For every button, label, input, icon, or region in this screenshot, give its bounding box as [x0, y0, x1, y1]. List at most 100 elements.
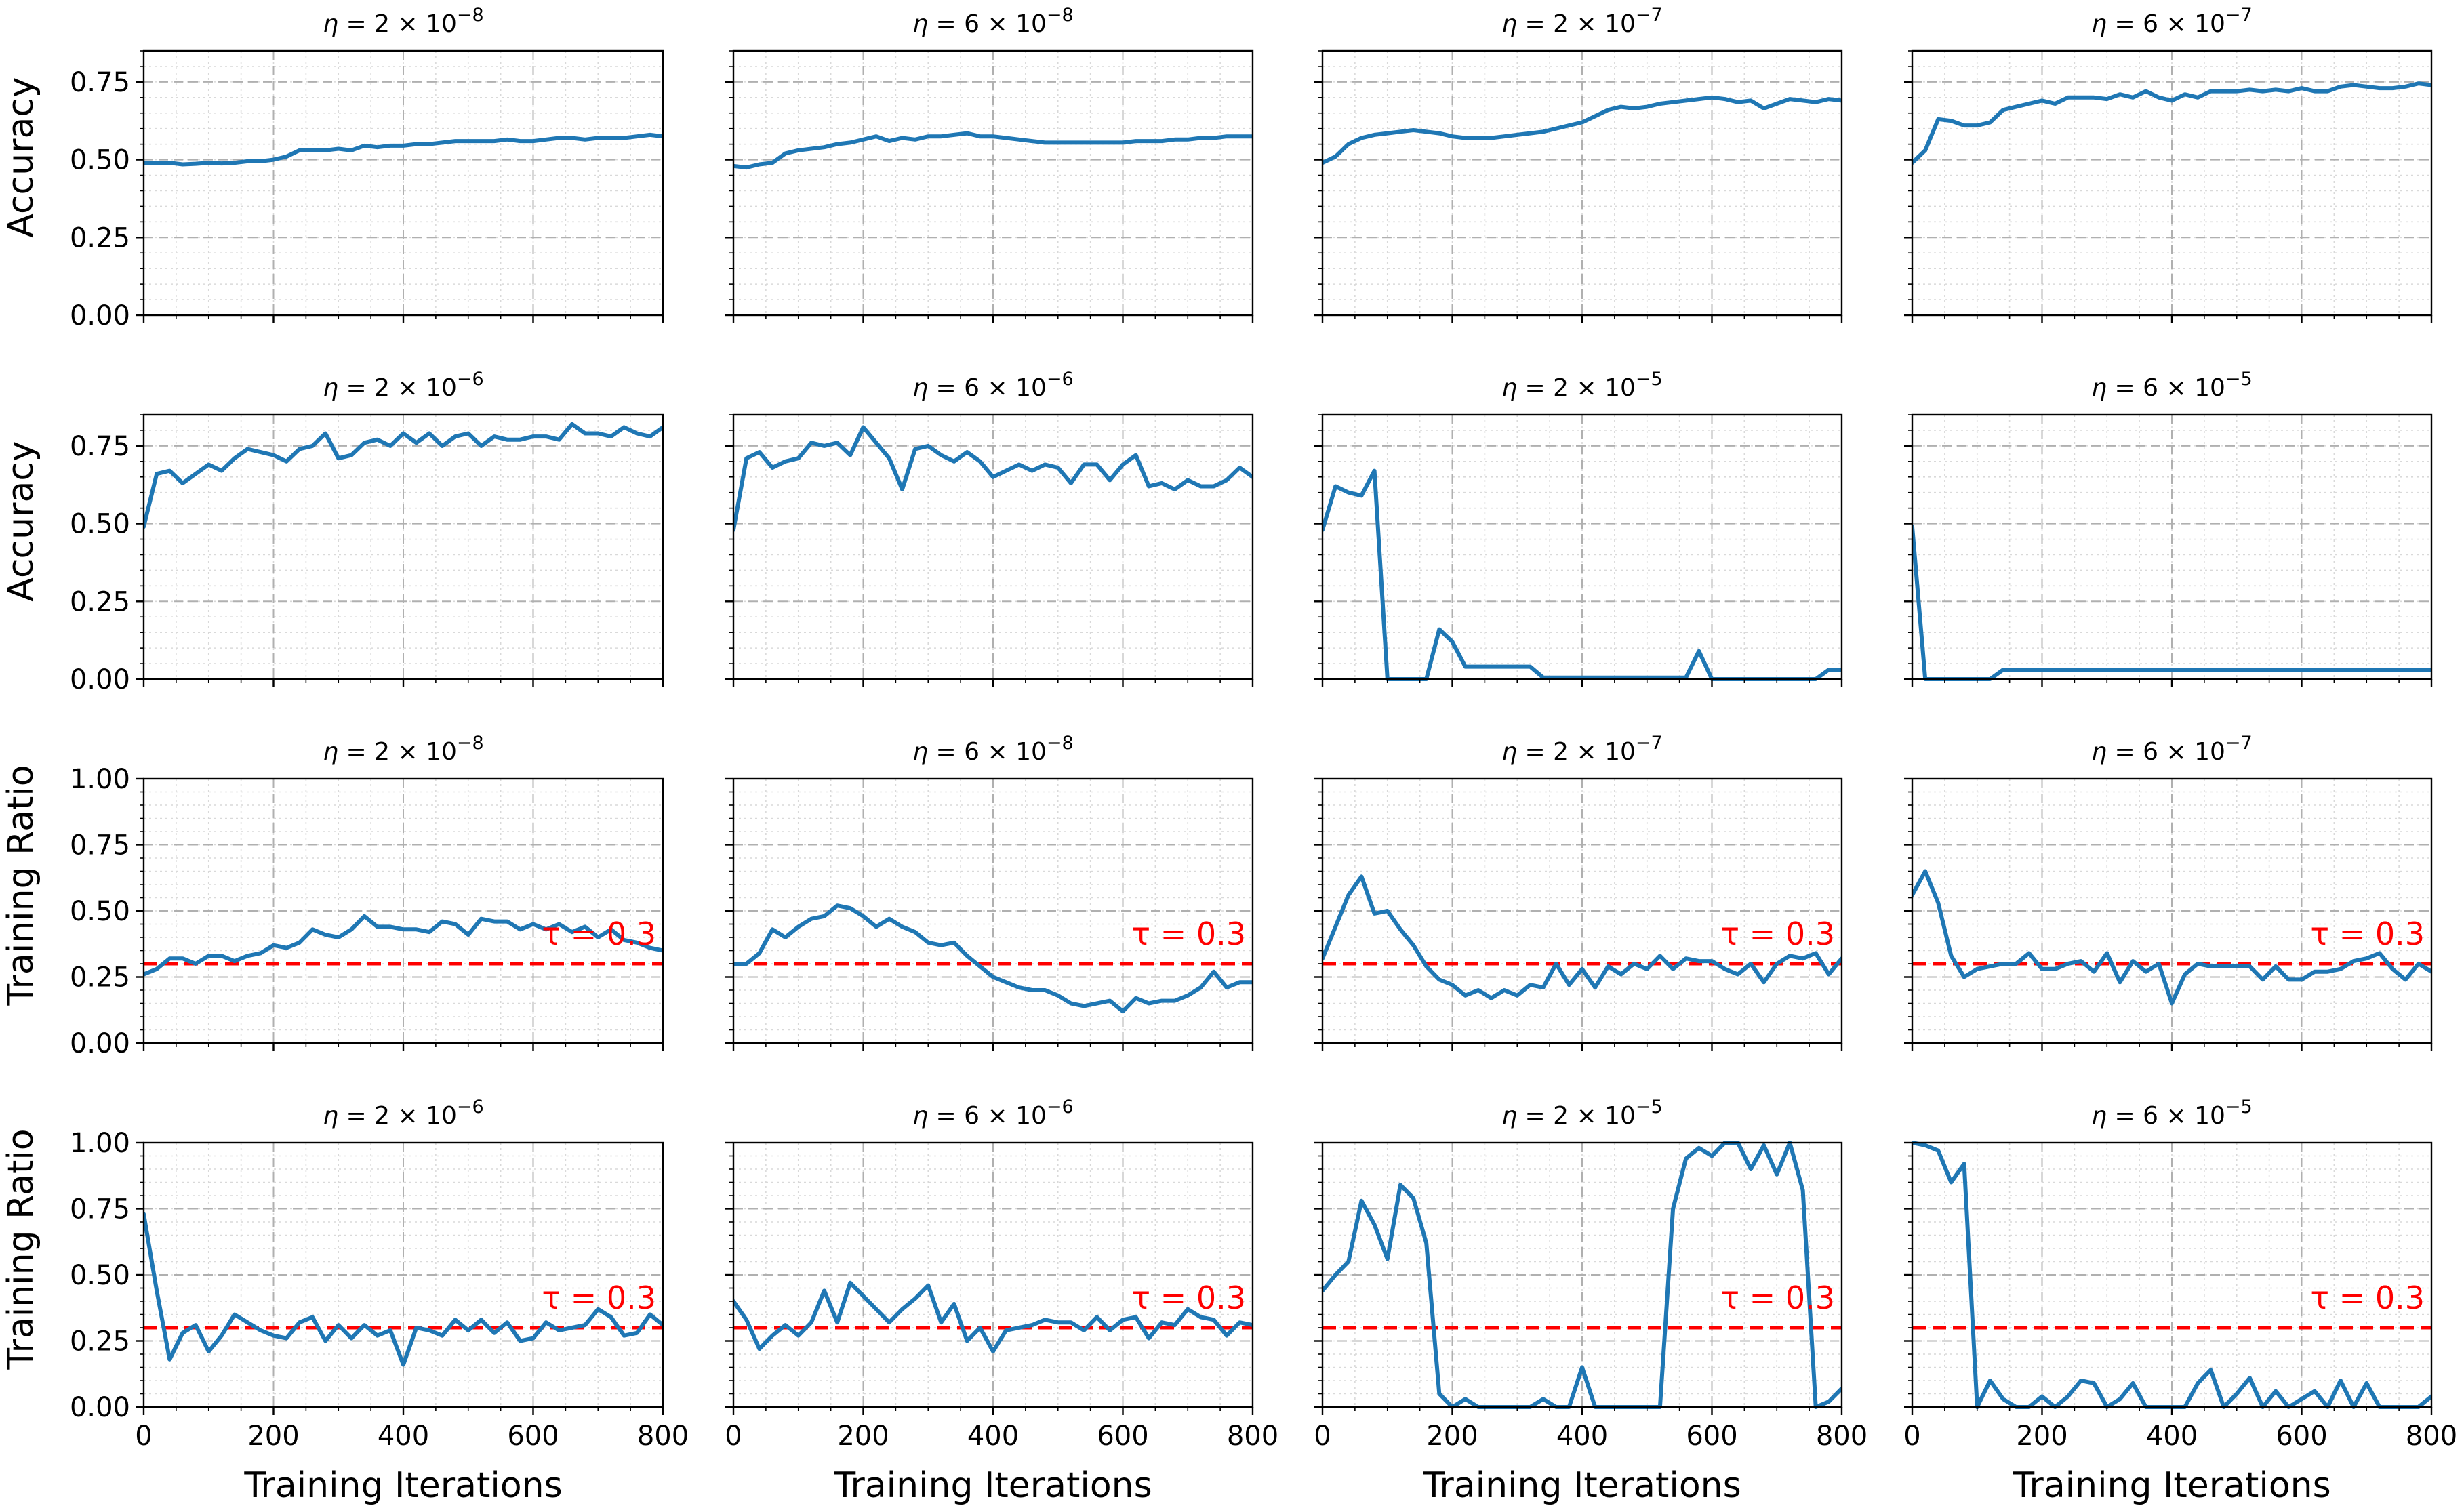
x-tick-label: 600 [1097, 1421, 1148, 1452]
panel-title: η = 2 × 10−6 [323, 1097, 483, 1130]
x-tick-label: 0 [1314, 1421, 1331, 1452]
series-line [1912, 81, 2431, 165]
panel-title: η = 2 × 10−5 [1501, 369, 1662, 402]
y-tick-label: 1.00 [70, 1128, 130, 1159]
tau-label: τ = 0.3 [542, 1280, 656, 1316]
column-xlabels: Training Iterations Training Iterations … [243, 1465, 2330, 1506]
x-tick-label: 600 [507, 1421, 559, 1452]
y-tick-label: 0.75 [70, 431, 130, 462]
series-line [733, 903, 1253, 1014]
tau-label: τ = 0.3 [1720, 1280, 1835, 1316]
y-tick-label: 0.25 [70, 222, 130, 253]
x-tick-label: 600 [2276, 1421, 2327, 1452]
x-tick-label: 400 [378, 1421, 429, 1452]
x-tick-label: 0 [135, 1421, 152, 1452]
panel-title: η = 6 × 10−7 [2091, 5, 2252, 38]
panel-2-4: η = 6 × 10−5 [1904, 369, 2433, 687]
series-line [1322, 1141, 1842, 1409]
y-tick-label: 0.75 [70, 1194, 130, 1225]
x-tick-label: 200 [837, 1421, 889, 1452]
series-line [1322, 95, 1842, 165]
x-tick-label: 0 [725, 1421, 742, 1452]
series-line [733, 131, 1253, 170]
series-line [144, 422, 663, 529]
tau-label: τ = 0.3 [2310, 1280, 2425, 1316]
tau-label: τ = 0.3 [2310, 916, 2425, 952]
tau-label: τ = 0.3 [542, 916, 656, 952]
y-tick-label: 0.75 [70, 830, 130, 861]
row-ylabels: Accuracy Accuracy Training Ratio Trainin… [1, 77, 41, 1370]
panel-title: η = 2 × 10−7 [1501, 5, 1662, 38]
panel-1-4: η = 6 × 10−7 [1904, 5, 2433, 323]
x-tick-label: 400 [967, 1421, 1019, 1452]
series-line [733, 1280, 1253, 1354]
x-tick-label: 800 [1816, 1421, 1867, 1452]
panel-1-1: 0.00 0.25 0.50 0.75 η = 2 × 10−8 [70, 5, 664, 331]
panel-4-1: τ = 0.3 0 200 400 600 800 0.00 0.25 0.50 0.75 1.00… [70, 1097, 689, 1452]
x-tick-label: 200 [1426, 1421, 1478, 1452]
y-tick-label: 0.00 [70, 664, 130, 695]
y-tick-label: 0.50 [70, 509, 130, 540]
panel-3-2: τ = 0.3 η = 6 × 10−8 [725, 733, 1254, 1051]
panel-title: η = 2 × 10−8 [323, 733, 483, 766]
series-line [1322, 874, 1842, 1000]
ylabel-row-3: Training Ratio [1, 764, 41, 1006]
subplot-grid: 0.00 0.25 0.50 0.75 η = 2 × 10−8 η = 6 × 10−8… [70, 5, 2457, 1452]
panel-3-4: τ = 0.3 η = 6 × 10−7 [1904, 733, 2433, 1051]
panel-2-1: 0.00 0.25 0.50 0.75 η = 2 × 10−6 [70, 369, 664, 695]
x-tick-label: 200 [2016, 1421, 2067, 1452]
x-tick-label: 400 [1556, 1421, 1608, 1452]
panel-title: η = 2 × 10−6 [323, 369, 483, 402]
panel-4-4: τ = 0.3 0 200 400 600 800 η = 6 × 10−5 [1903, 1097, 2457, 1452]
tau-label: τ = 0.3 [1131, 1280, 1246, 1316]
panel-title: η = 6 × 10−8 [912, 733, 1073, 766]
panel-title: η = 2 × 10−7 [1501, 733, 1662, 766]
ylabel-row-4: Training Ratio [1, 1128, 41, 1370]
y-tick-label: 1.00 [70, 764, 130, 795]
y-tick-label: 0.00 [70, 1028, 130, 1059]
series-line [1912, 869, 2431, 1006]
xlabel-col-1: Training Iterations [243, 1465, 562, 1506]
y-tick-label: 0.50 [70, 1260, 130, 1291]
y-tick-label: 0.50 [70, 145, 130, 176]
ylabel-row-1: Accuracy [1, 77, 41, 237]
x-tick-label: 800 [637, 1421, 689, 1452]
panel-title: η = 2 × 10−8 [323, 5, 483, 38]
panel-2-2: η = 6 × 10−6 [725, 369, 1254, 687]
series-line [144, 1212, 663, 1367]
y-tick-label: 0.75 [70, 67, 130, 98]
xlabel-col-3: Training Iterations [1422, 1465, 1741, 1506]
xlabel-col-2: Training Iterations [833, 1465, 1152, 1506]
panel-title: η = 2 × 10−5 [1501, 1097, 1662, 1130]
y-tick-label: 0.25 [70, 962, 130, 994]
panel-4-2: τ = 0.3 0 200 400 600 800 η = 6 × 10−6 [725, 1097, 1278, 1452]
panel-3-1: τ = 0.3 0.00 0.25 0.50 0.75 1.00 η = 2 × 10−8 [70, 733, 664, 1059]
ylabel-row-2: Accuracy [1, 441, 41, 601]
x-tick-label: 0 [1903, 1421, 1920, 1452]
y-tick-label: 0.25 [70, 586, 130, 617]
xlabel-col-4: Training Iterations [2012, 1465, 2330, 1506]
x-tick-label: 800 [2406, 1421, 2457, 1452]
panel-title: η = 6 × 10−6 [912, 1097, 1073, 1130]
panel-title: η = 6 × 10−7 [2091, 733, 2252, 766]
panel-3-3: τ = 0.3 η = 2 × 10−7 [1314, 733, 1843, 1051]
series-line [1912, 525, 2431, 681]
x-tick-label: 600 [1686, 1421, 1737, 1452]
series-line [144, 914, 663, 977]
y-tick-label: 0.00 [70, 1392, 130, 1423]
panel-2-3: η = 2 × 10−5 [1314, 369, 1843, 687]
series-line [733, 425, 1253, 532]
series-line [144, 132, 663, 167]
tau-label: τ = 0.3 [1720, 916, 1835, 952]
panel-title: η = 6 × 10−6 [912, 369, 1073, 402]
panel-title: η = 6 × 10−5 [2091, 369, 2252, 402]
tau-label: τ = 0.3 [1131, 916, 1246, 952]
y-tick-label: 0.50 [70, 896, 130, 927]
panel-title: η = 6 × 10−8 [912, 5, 1073, 38]
x-tick-label: 800 [1227, 1421, 1278, 1452]
panel-title: η = 6 × 10−5 [2091, 1097, 2252, 1130]
y-tick-label: 0.25 [70, 1326, 130, 1358]
x-tick-label: 400 [2146, 1421, 2198, 1452]
panel-4-3: τ = 0.3 0 200 400 600 800 η = 2 × 10−5 [1314, 1097, 1867, 1452]
